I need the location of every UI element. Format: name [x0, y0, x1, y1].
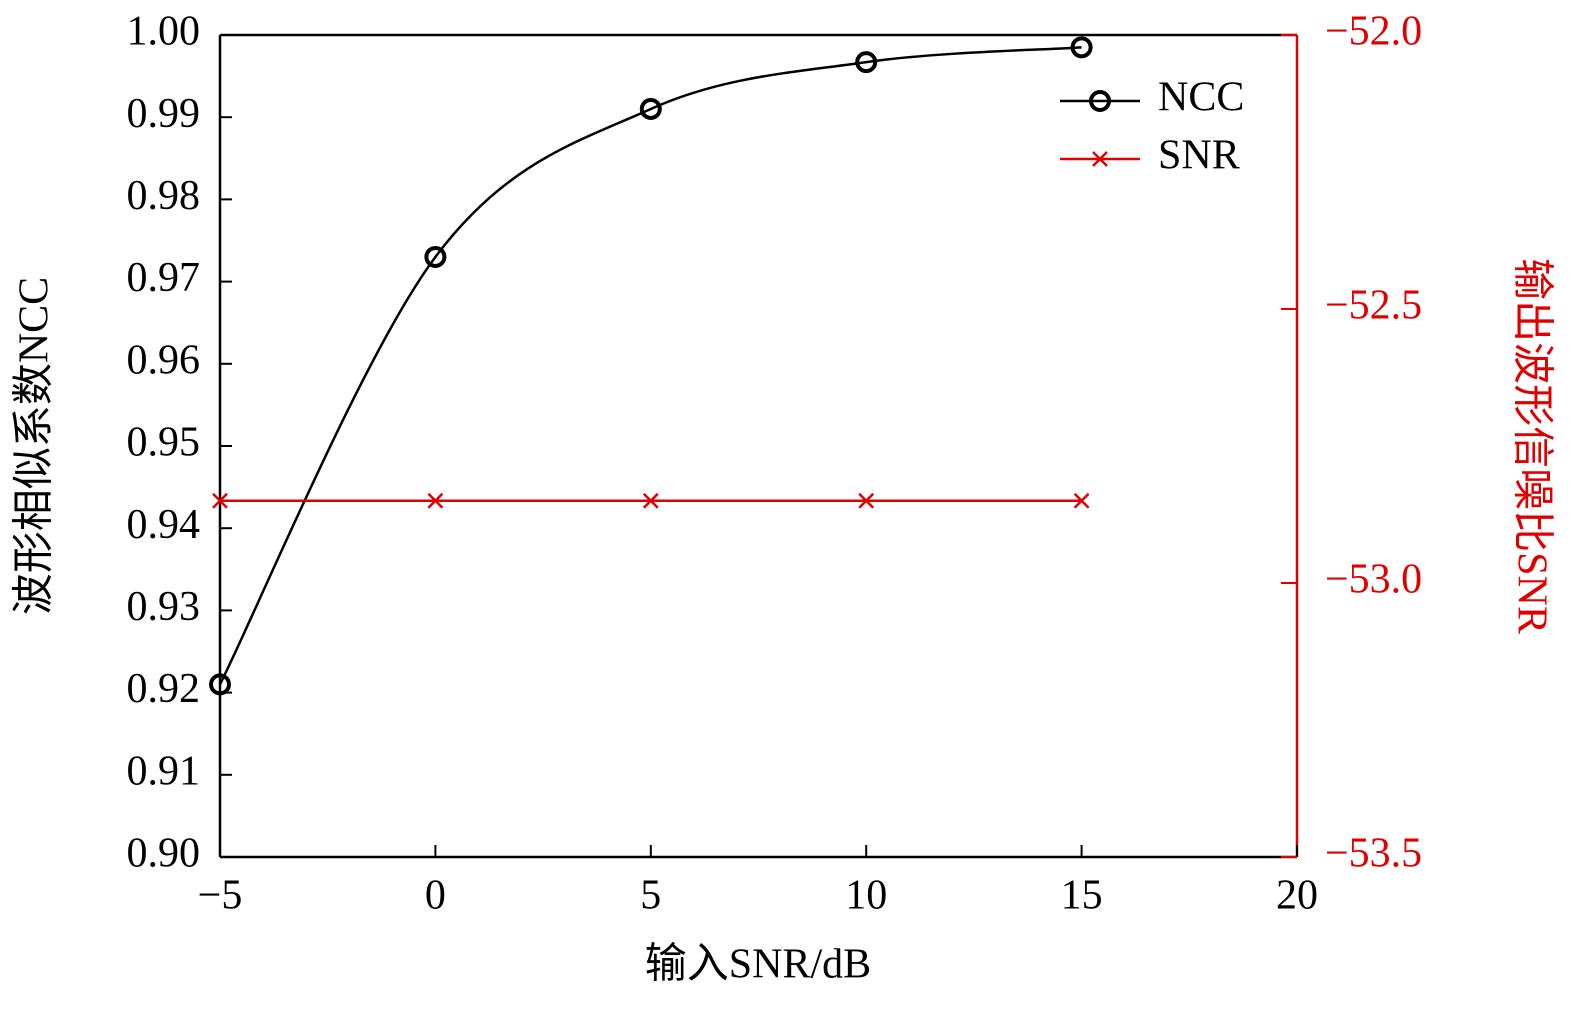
y2-tick-label: −52.5 [1325, 283, 1422, 329]
legend-marker [1089, 90, 1111, 112]
data-point [639, 97, 662, 120]
x-tick-label: 0 [425, 873, 446, 919]
x-tick-label: 20 [1276, 873, 1318, 919]
legend-marker [1092, 151, 1108, 167]
y2-tick-label: −52.0 [1325, 9, 1422, 55]
y-tick-label: 0.96 [127, 337, 201, 383]
data-point [1073, 492, 1090, 509]
y-tick-label: 0.95 [127, 420, 201, 466]
data-point [858, 492, 875, 509]
y-tick-label: 0.91 [127, 748, 201, 794]
y-tick-label: 0.93 [127, 584, 201, 630]
series-line [218, 46, 1082, 685]
x-tick-label: −5 [198, 873, 243, 919]
data-point [209, 673, 231, 696]
y2-axis-label: 输出波形信噪比SNR [1508, 258, 1554, 634]
x-axis-label: 输入SNR/dB [645, 942, 871, 988]
x-tick-label: 5 [640, 873, 661, 919]
y-axis-label: 波形相似系数NCC [12, 277, 58, 615]
y-tick-label: 0.98 [127, 173, 201, 219]
data-point [642, 492, 659, 509]
data-point [212, 492, 228, 509]
x-tick-label: 15 [1061, 873, 1103, 919]
data-point [424, 245, 447, 268]
data-point [1070, 36, 1093, 59]
legend-label: SNR [1158, 133, 1240, 179]
y-tick-label: 1.00 [127, 9, 201, 55]
data-point [855, 51, 878, 74]
y-tick-label: 0.90 [127, 831, 201, 877]
y-tick-label: 0.92 [127, 666, 201, 712]
x-tick-label: 10 [845, 873, 887, 919]
legend-label: NCC [1158, 75, 1244, 121]
y2-tick-label: −53.0 [1325, 557, 1422, 603]
y-tick-label: 0.97 [127, 255, 201, 301]
y2-tick-label: −53.5 [1325, 831, 1422, 877]
y-tick-label: 0.94 [127, 502, 201, 548]
y-tick-label: 0.99 [127, 91, 201, 137]
data-point [427, 492, 444, 509]
